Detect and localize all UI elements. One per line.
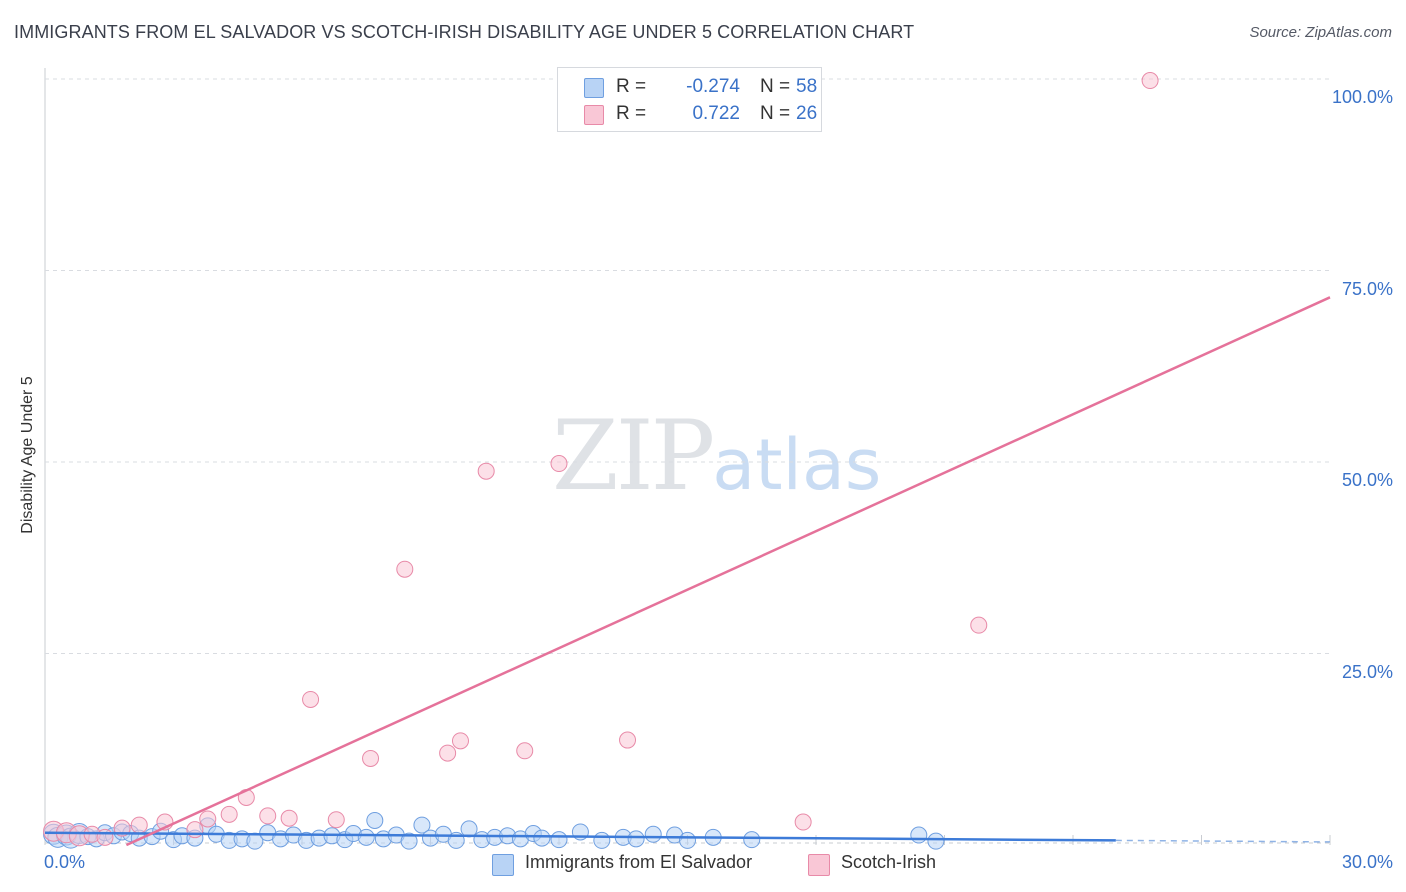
scotch-irish-point [327, 811, 345, 829]
el-salvador-point [927, 832, 945, 850]
x-tick-min: 0.0% [44, 852, 86, 872]
scotch-irish-trendline [125, 296, 1331, 847]
legend-swatch-pink [584, 105, 604, 125]
bottom-legend-swatch-blue [492, 854, 514, 876]
legend-n-label: N = [760, 103, 791, 124]
watermark-zip: ZIP [552, 400, 715, 512]
el-salvador-point [357, 828, 375, 846]
legend-r-label: R = [616, 103, 647, 124]
el-salvador-point [743, 831, 761, 849]
scotch-irish-point [96, 828, 114, 846]
watermark-atlas: atlas [712, 424, 882, 506]
bottom-legend-swatch-pink [808, 854, 830, 876]
el-salvador-point [413, 816, 431, 834]
y-tick-label: 100.0% [1331, 87, 1393, 107]
x-tick-max: 30.0% [1341, 852, 1393, 872]
el-salvador-point [593, 831, 611, 849]
el-salvador-point [679, 831, 696, 849]
el-salvador-trend-extension [1115, 839, 1331, 843]
scotch-irish-point [439, 744, 457, 762]
legend-r-label: R = [616, 76, 647, 97]
el-salvador-point [366, 811, 384, 829]
y-tick-label: 75.0% [1341, 278, 1393, 299]
scotch-irish-point [280, 809, 298, 827]
scotch-irish-point [302, 690, 320, 708]
legend-r-value: 0.722 [692, 103, 740, 124]
el-salvador-point [400, 832, 418, 850]
bottom-legend-label: Immigrants from El Salvador [525, 852, 753, 872]
y-tick-label: 50.0% [1341, 470, 1393, 490]
scotch-irish-point [199, 810, 217, 828]
chart-title: IMMIGRANTS FROM EL SALVADOR VS SCOTCH-IR… [14, 22, 915, 42]
el-salvador-point [533, 829, 551, 847]
scotch-irish-point [1141, 72, 1159, 90]
scotch-irish-point [516, 742, 534, 760]
el-salvador-trendline [44, 831, 1116, 842]
scotch-irish-point [619, 731, 637, 749]
scotch-irish-point [970, 616, 988, 634]
scotch-irish-point [130, 816, 148, 834]
scotch-irish-point [794, 813, 812, 831]
scotch-irish-point [362, 749, 380, 767]
legend-n-label: N = [760, 76, 791, 97]
scotch-irish-point [550, 455, 568, 473]
scotch-irish-point [477, 462, 495, 480]
y-axis-label: Disability Age Under 5 [19, 376, 36, 534]
scotch-irish-point [451, 732, 469, 750]
y-tick-label: 25.0% [1341, 661, 1393, 682]
stats-legend: R = -0.274 N = 58 R = 0.722 N = 26 [557, 67, 822, 132]
scotch-irish-point [186, 821, 204, 839]
watermark: ZIPatlas [552, 400, 881, 512]
source-label: Source: ZipAtlas.com [1249, 24, 1392, 41]
el-salvador-point [550, 831, 568, 849]
bottom-legend-label: Scotch-Irish [841, 852, 937, 872]
scotch-irish-point [220, 805, 238, 823]
scotch-irish-point [259, 807, 277, 825]
legend-n-value: 58 [796, 76, 818, 97]
scotch-irish-point [396, 560, 414, 578]
legend-r-value: -0.274 [686, 76, 740, 97]
el-salvador-point [644, 825, 662, 843]
legend-n-value: 26 [796, 103, 818, 124]
el-salvador-point [627, 830, 645, 848]
el-salvador-point [910, 826, 928, 844]
legend-swatch-blue [584, 78, 604, 98]
